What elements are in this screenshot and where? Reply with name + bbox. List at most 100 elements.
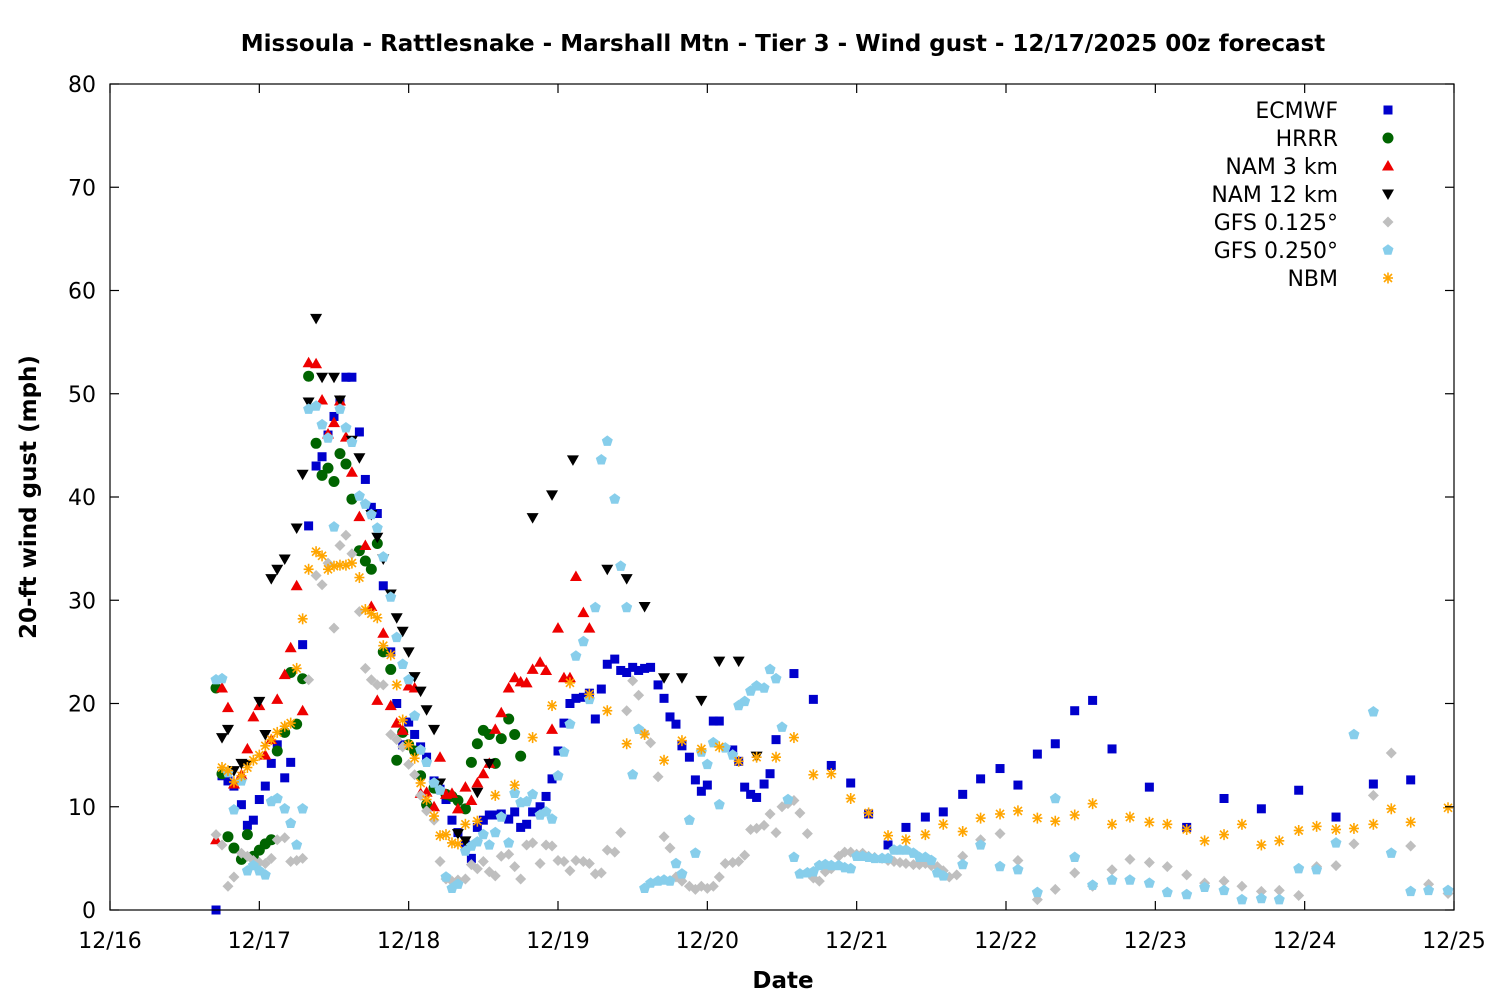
data-point (404, 717, 414, 727)
data-point (616, 665, 626, 675)
data-point (547, 774, 557, 784)
data-point (247, 710, 260, 722)
data-point (372, 612, 383, 624)
data-point (241, 742, 254, 754)
data-point (296, 704, 309, 716)
data-point (451, 802, 464, 814)
data-point (265, 852, 277, 864)
data-point (415, 744, 427, 755)
data-point (216, 733, 228, 744)
data-point (602, 659, 612, 669)
legend-label: NBM (1287, 267, 1338, 292)
data-point (559, 718, 569, 728)
data-point (1143, 877, 1155, 888)
data-point (254, 795, 264, 805)
data-point (1255, 892, 1267, 904)
data-point (634, 665, 644, 675)
data-point (366, 502, 376, 512)
legend-label: NAM 3 km (1225, 155, 1338, 180)
data-point (565, 699, 575, 708)
data-point (596, 684, 606, 694)
data-point (739, 849, 751, 861)
data-point (291, 662, 302, 674)
data-point (658, 831, 670, 843)
data-point (360, 604, 371, 616)
data-point (1106, 864, 1118, 876)
data-point (696, 743, 707, 755)
data-point (520, 676, 533, 688)
data-point (1124, 874, 1136, 885)
series-nam-12-km (216, 313, 763, 847)
data-point (354, 427, 364, 437)
data-point (546, 840, 558, 852)
data-point (690, 775, 700, 785)
data-point (733, 855, 745, 867)
data-point (397, 658, 409, 669)
data-point (1218, 884, 1230, 896)
data-point (478, 815, 488, 825)
data-point (359, 539, 372, 551)
data-point (589, 601, 601, 613)
data-point (1274, 835, 1285, 847)
data-point (1087, 798, 1098, 810)
data-point (477, 855, 489, 867)
data-point (1181, 888, 1193, 900)
data-point (1106, 874, 1118, 885)
data-point (1031, 886, 1043, 898)
data-point (210, 829, 222, 841)
data-point (553, 746, 563, 756)
data-point (378, 640, 389, 652)
data-point (311, 461, 321, 471)
data-point (1423, 884, 1435, 896)
data-point (1386, 803, 1397, 815)
y-tick-label: 0 (82, 899, 96, 924)
data-point (285, 817, 297, 828)
data-point (615, 560, 627, 571)
data-point (410, 729, 420, 739)
data-point (707, 880, 719, 892)
data-point (771, 735, 781, 745)
data-point (526, 663, 539, 674)
legend-marker (1382, 216, 1394, 228)
data-point (1162, 818, 1173, 830)
data-point (377, 679, 389, 691)
data-point (279, 803, 291, 814)
data-point (328, 521, 340, 532)
data-point (310, 357, 323, 369)
data-point (552, 622, 564, 633)
data-point (402, 647, 415, 658)
data-point (329, 411, 339, 421)
data-point (495, 733, 507, 745)
data-point (1348, 838, 1360, 850)
data-point (440, 871, 452, 882)
legend-marker (1383, 272, 1393, 284)
data-point (302, 397, 315, 409)
data-point (1219, 793, 1229, 803)
data-point (995, 808, 1006, 820)
data-point (675, 673, 688, 684)
data-point (746, 789, 756, 799)
data-point (509, 728, 521, 740)
y-tick-label: 50 (68, 383, 96, 408)
data-point (801, 828, 813, 840)
data-point (391, 734, 403, 746)
data-point (883, 830, 894, 842)
data-point (813, 875, 825, 887)
data-point (788, 732, 799, 744)
data-point (1107, 744, 1117, 754)
data-point (528, 807, 538, 817)
data-point (341, 372, 351, 382)
data-point (658, 673, 671, 684)
data-point (522, 819, 532, 829)
x-axis-label: Date (752, 968, 813, 994)
data-point (664, 875, 676, 886)
data-point (788, 851, 800, 862)
data-point (1069, 867, 1081, 879)
data-point (1181, 869, 1193, 881)
data-point (353, 490, 365, 501)
data-point (310, 400, 322, 411)
data-point (1348, 822, 1359, 834)
data-point (509, 861, 521, 873)
data-point (371, 679, 383, 691)
